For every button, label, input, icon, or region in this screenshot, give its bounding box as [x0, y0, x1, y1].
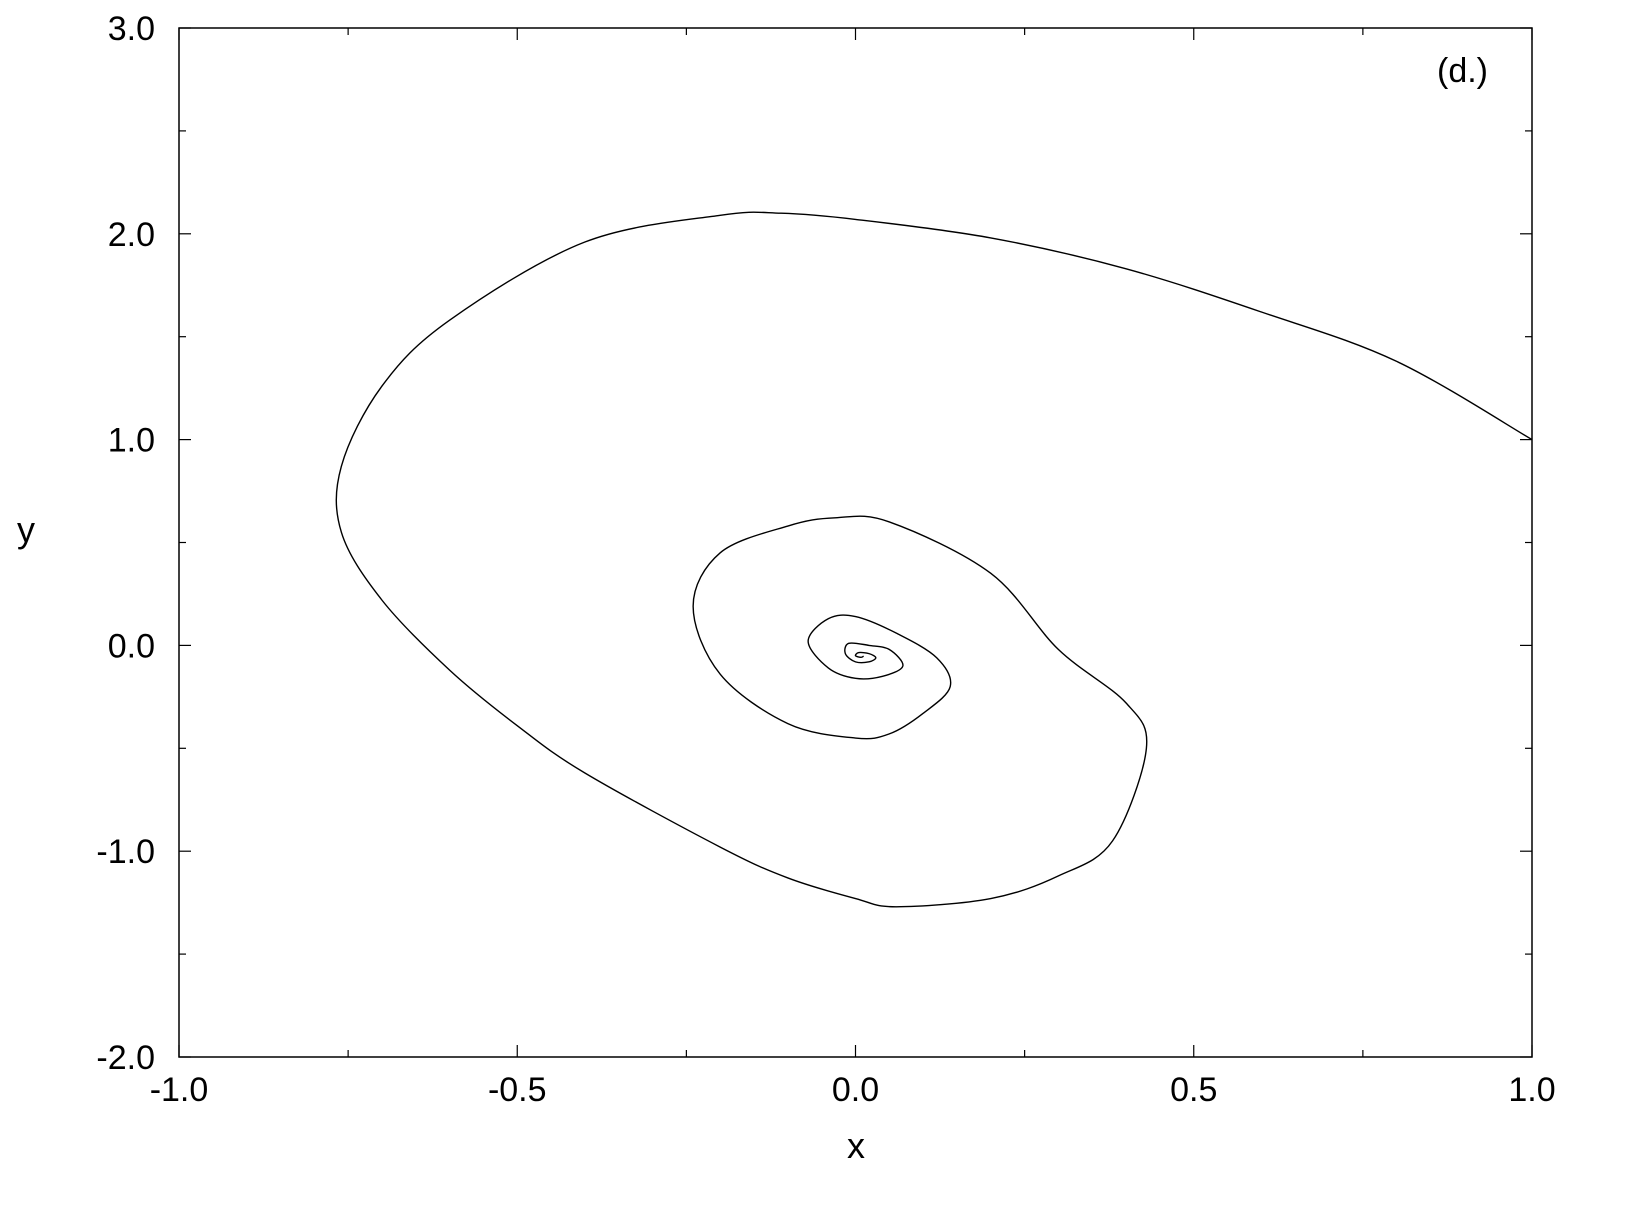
- spiral-trajectory: [335, 211, 1533, 908]
- x-axis-title: x: [847, 1125, 865, 1166]
- x-tick-label: -0.5: [488, 1071, 547, 1109]
- x-tick-label: 0.0: [832, 1071, 879, 1109]
- y-tick-label: 2.0: [108, 216, 155, 254]
- y-tick-label: -1.0: [96, 833, 155, 871]
- y-tick-label: 1.0: [108, 422, 155, 460]
- axis-ticks: [178, 27, 1533, 1058]
- y-tick-label: 3.0: [108, 10, 155, 48]
- panel-label: (d.): [1437, 52, 1488, 90]
- y-axis-title: y: [17, 509, 35, 550]
- tick-labels: -1.0 -0.5 0.0 0.5 1.0-2.0-1.00.01.02.03.0: [96, 10, 1555, 1109]
- plot-frame: [178, 27, 1533, 1058]
- y-tick-label: -2.0: [96, 1039, 155, 1077]
- x-tick-label: -1.0: [150, 1071, 209, 1109]
- y-tick-label: 0.0: [108, 627, 155, 665]
- x-tick-label: 0.5: [1170, 1071, 1217, 1109]
- x-tick-label: 1.0: [1508, 1071, 1555, 1109]
